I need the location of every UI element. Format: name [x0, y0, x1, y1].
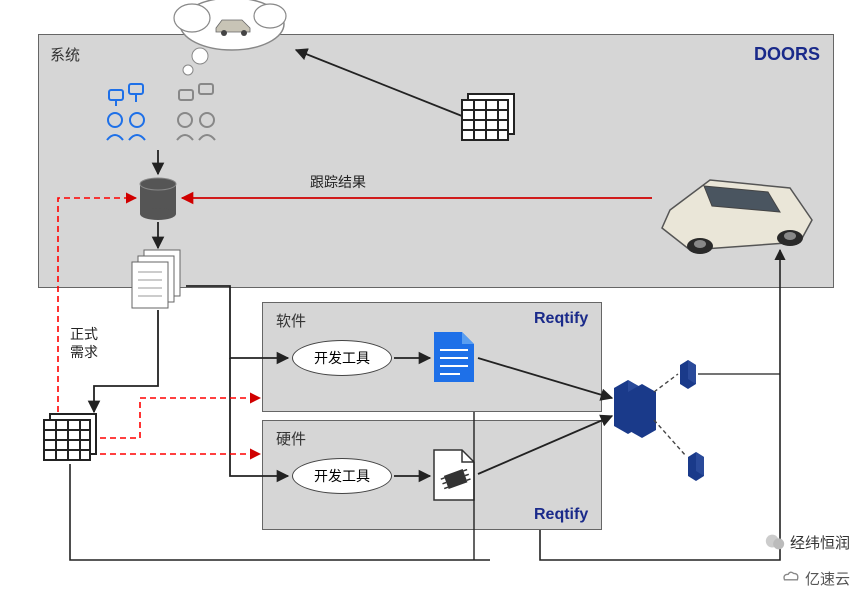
reqtify-hw: Reqtify	[534, 506, 588, 524]
watermark-wechat: 经纬恒润	[764, 531, 850, 553]
dev-tool-sw: 开发工具	[292, 340, 392, 376]
dev-tool-sw-label: 开发工具	[314, 348, 370, 368]
server-small-2-icon	[688, 452, 704, 481]
track-result-label: 跟踪结果	[310, 172, 366, 192]
server-small-1-icon	[680, 360, 696, 389]
watermark-2-text: 亿速云	[805, 568, 850, 589]
formal-req-label-2: 需求	[70, 342, 98, 362]
server-icon	[614, 380, 656, 438]
software-label: 软件	[276, 310, 306, 331]
watermark-1-text: 经纬恒润	[790, 532, 850, 553]
dev-tool-hw-label: 开发工具	[314, 466, 370, 486]
doors-brand: DOORS	[754, 44, 820, 65]
hardware-label: 硬件	[276, 428, 306, 449]
watermark-yisu: 亿速云	[779, 567, 850, 589]
system-box	[38, 34, 834, 288]
system-label: 系统	[50, 44, 80, 65]
dev-tool-hw: 开发工具	[292, 458, 392, 494]
grid-icon-left	[44, 414, 96, 460]
reqtify-sw: Reqtify	[534, 310, 588, 328]
formal-req-label-1: 正式	[70, 324, 98, 344]
